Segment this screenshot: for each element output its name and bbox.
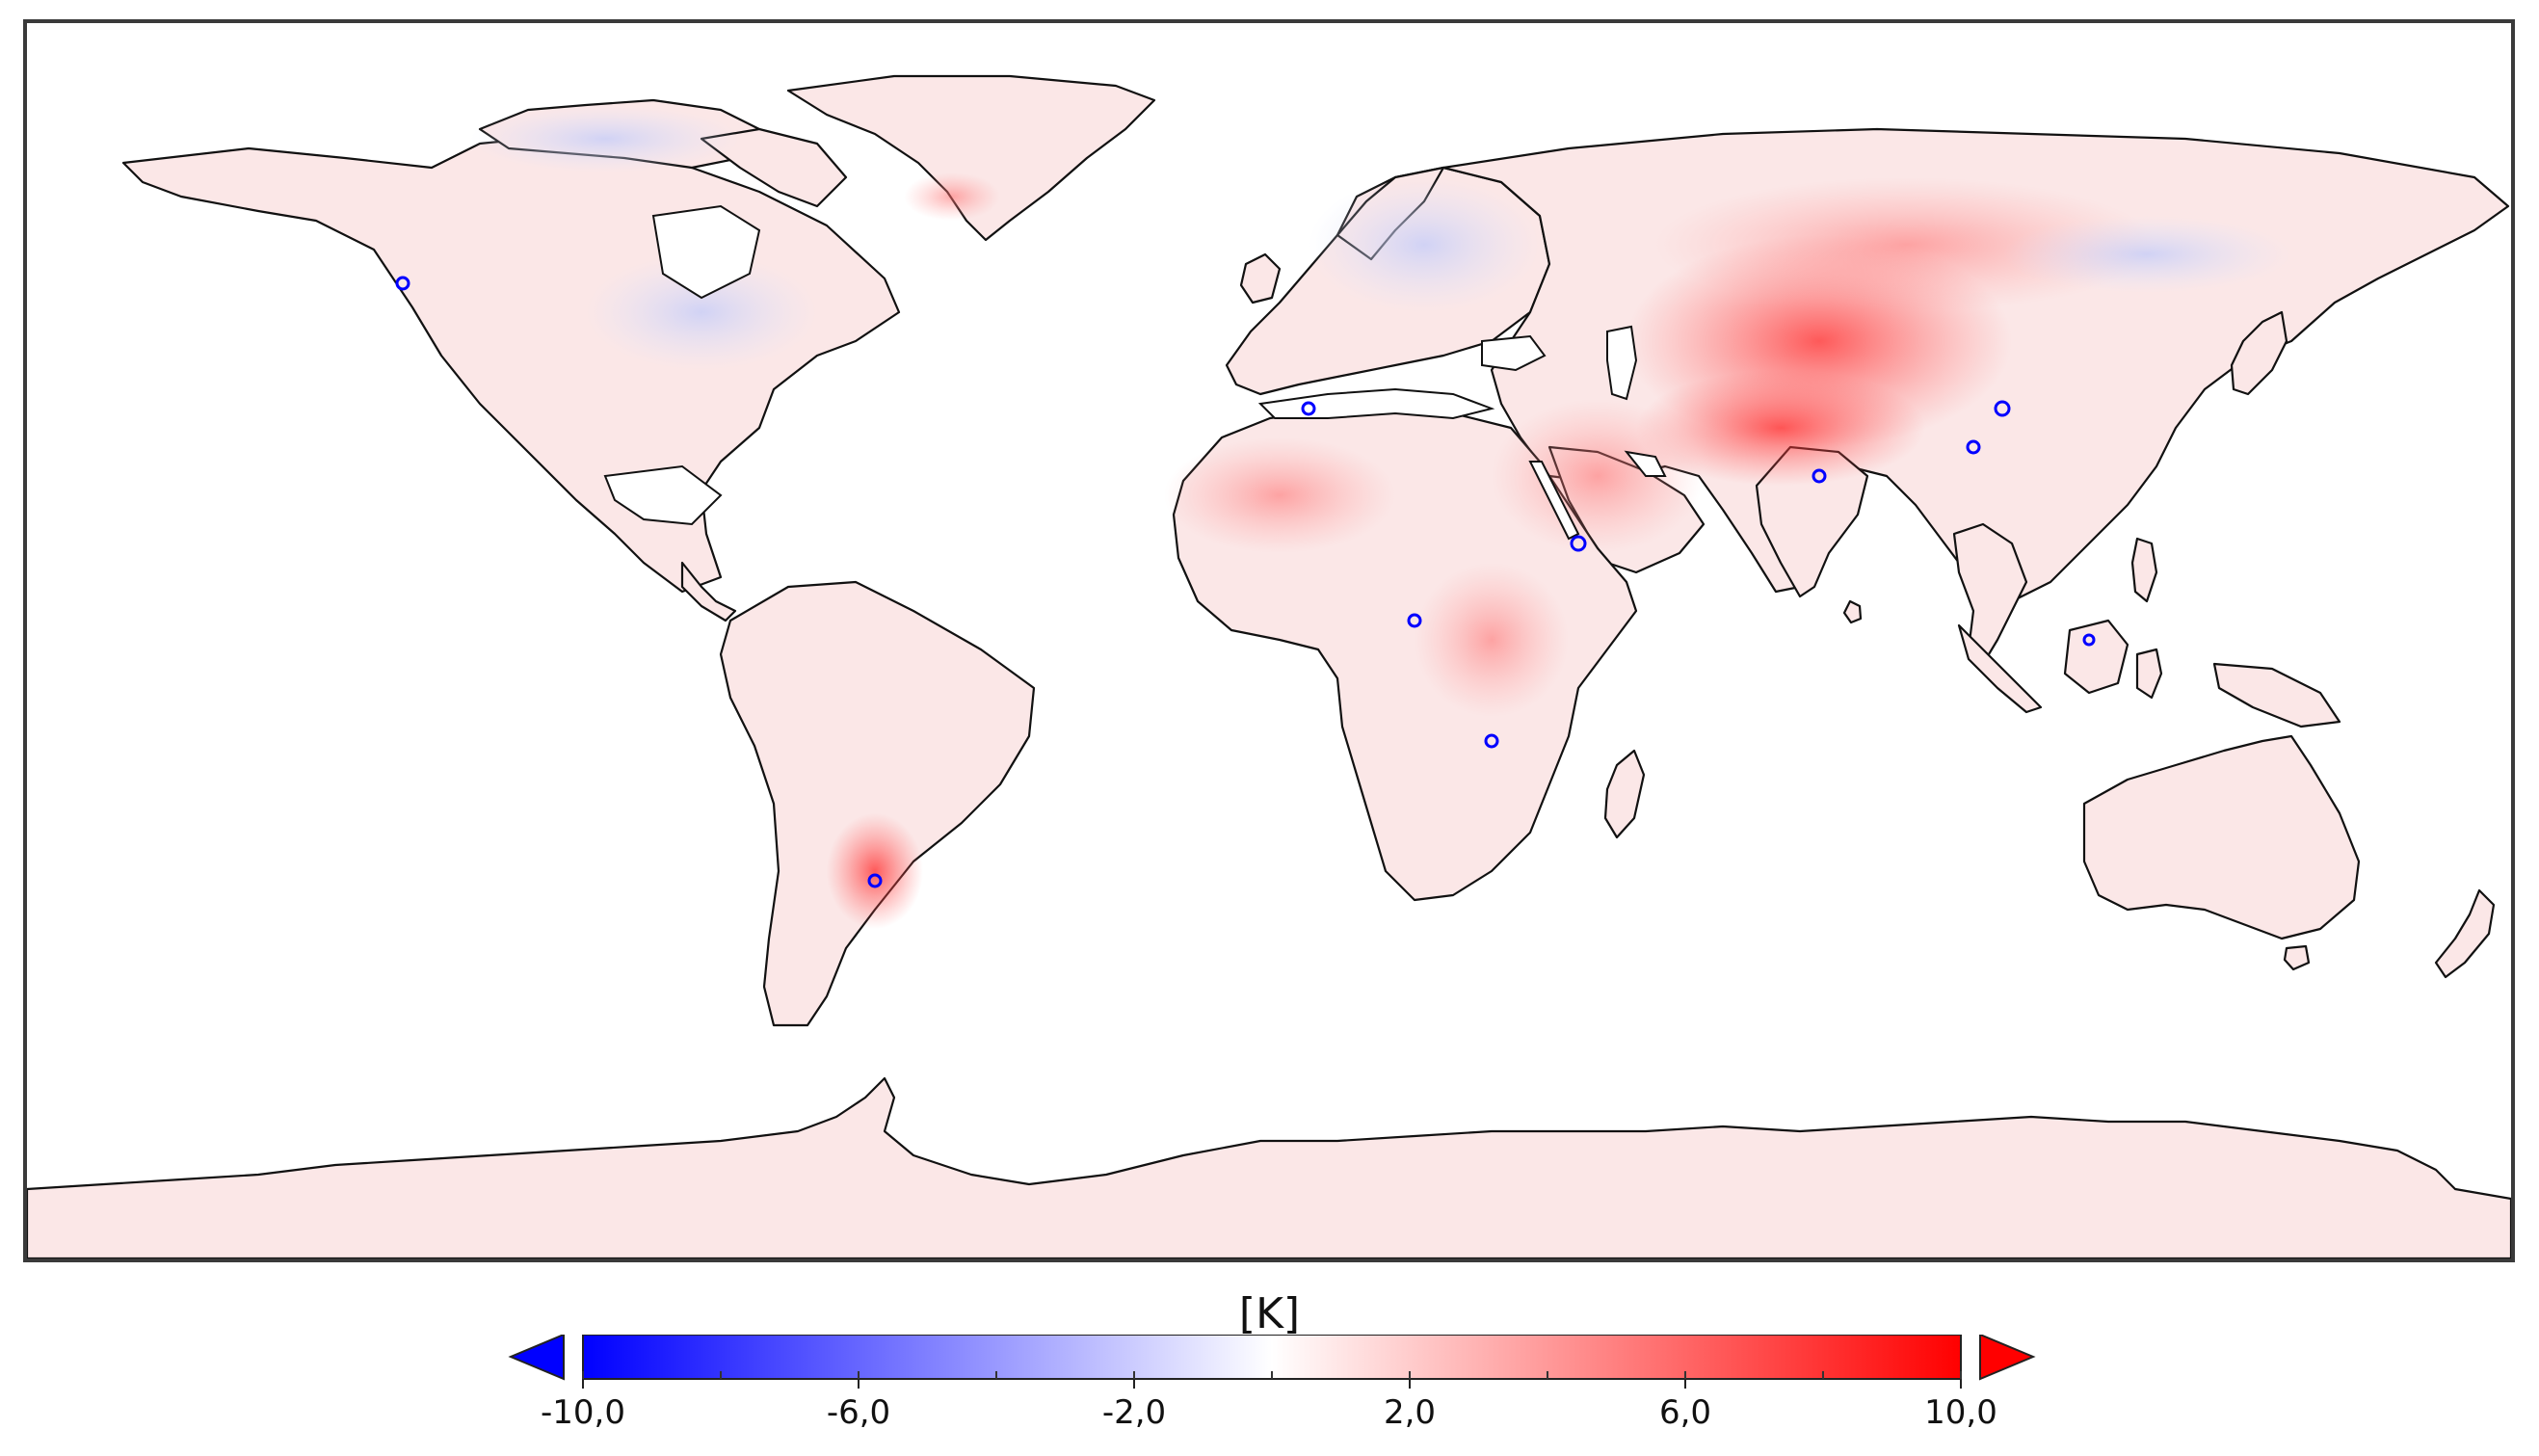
warm-anomaly-middle-east	[1492, 399, 1704, 553]
greenland	[786, 74, 1156, 242]
mediterranean-sea	[1257, 387, 1495, 420]
red-sea	[1528, 461, 1580, 541]
baffin-island	[700, 127, 848, 208]
north-america	[121, 135, 901, 594]
new-guinea	[2212, 662, 2341, 728]
warm-anomaly-greenland-edge	[904, 172, 1000, 221]
colorbar-tick-label: 2,0	[1384, 1393, 1436, 1432]
cold-spot	[1407, 613, 1422, 628]
world-anomaly-map	[27, 23, 2511, 1258]
antarctica	[27, 1076, 2511, 1258]
persian-gulf	[1624, 450, 1667, 477]
inland-water-bodies	[603, 204, 1667, 541]
map-frame	[23, 19, 2515, 1262]
japan	[2230, 310, 2288, 396]
cold-spot	[867, 873, 883, 888]
tasmania	[2283, 944, 2311, 971]
colorbar-extend-high	[1979, 1335, 2036, 1381]
colorbar: -10,0 -6,0 -2,0 2,0 6,0 10,0	[508, 1335, 2036, 1432]
new-zealand	[2434, 888, 2496, 979]
colorbar-tick-label: 6,0	[1659, 1393, 1711, 1432]
borneo	[2063, 619, 2129, 695]
cool-anomaly-europe	[1309, 177, 1540, 312]
warm-anomaly-south-america	[827, 813, 923, 929]
cold-spot	[1570, 535, 1587, 552]
philippines	[2130, 537, 2158, 603]
sri-lanka	[1842, 599, 1863, 624]
cool-anomaly-canada	[586, 254, 817, 370]
madagascar	[1603, 749, 1646, 839]
colorbar-unit-label: [K]	[1238, 1289, 1301, 1338]
cold-spot	[395, 276, 410, 291]
cold-spot	[1994, 400, 2011, 417]
british-isles	[1239, 252, 1282, 304]
cold-spot	[1484, 733, 1499, 749]
south-america	[719, 580, 1036, 1027]
colorbar-tick-label: -10,0	[541, 1393, 625, 1432]
southeast-asia	[1952, 522, 2028, 666]
gulf-of-mexico	[603, 464, 723, 526]
warm-anomaly-siberia	[1655, 177, 2156, 312]
caspian-sea	[1606, 325, 1638, 401]
warm-anomaly-east-africa	[1415, 563, 1569, 717]
colorbar-extend-low	[508, 1335, 565, 1381]
australia	[2082, 734, 2361, 940]
cold-spot	[2082, 633, 2096, 647]
temperature-anomaly-overlay	[470, 105, 2291, 929]
cool-anomaly-russia	[2002, 216, 2291, 293]
warm-anomaly-sahara	[1164, 437, 1395, 553]
sulawesi	[2135, 648, 2163, 700]
central-america	[680, 561, 737, 622]
colorbar-tick-label: 10,0	[1924, 1393, 1997, 1432]
cool-anomaly-arctic	[470, 105, 740, 172]
cold-spot	[1301, 401, 1316, 416]
point-anomalies	[395, 276, 2096, 888]
warm-anomaly-tibet	[1636, 370, 1925, 486]
black-sea	[1481, 334, 1547, 372]
colorbar-tick-label: -2,0	[1102, 1393, 1166, 1432]
cold-spot	[1966, 439, 1981, 455]
cold-spot	[1812, 468, 1827, 484]
hudson-bay	[651, 204, 761, 300]
colorbar-tick-label: -6,0	[827, 1393, 890, 1432]
sumatra	[1957, 623, 2043, 714]
